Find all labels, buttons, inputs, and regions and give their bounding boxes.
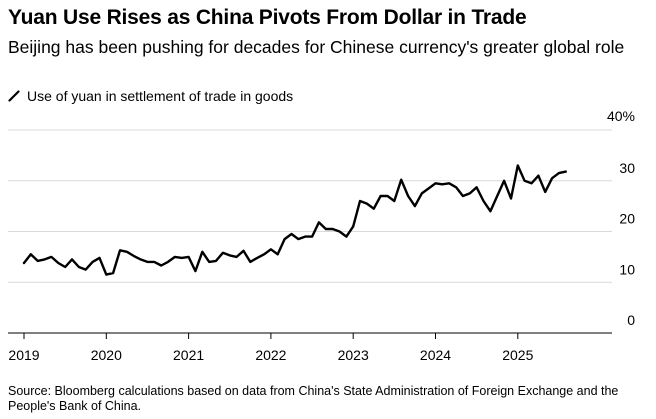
- chart-title: Yuan Use Rises as China Pivots From Doll…: [8, 6, 527, 29]
- x-tick-label: 2023: [338, 347, 369, 363]
- source-note: Source: Bloomberg calculations based on …: [8, 384, 619, 413]
- x-tick-label: 2022: [255, 347, 286, 363]
- legend: Use of yuan in settlement of trade in go…: [8, 88, 293, 104]
- x-tick-label: 2020: [91, 347, 122, 363]
- y-tick-label: 20: [619, 211, 635, 227]
- y-tick-label: 10: [619, 261, 635, 277]
- series-line: [22, 164, 567, 276]
- y-tick-label: 40%: [607, 108, 635, 124]
- line-chart: 0 10 20 30 40% 2019 2020 2021 2022 2023 2024 2025: [8, 108, 635, 363]
- legend-label: Use of yuan in settlement of trade in go…: [27, 88, 294, 104]
- x-tick-label: 2025: [502, 347, 533, 363]
- x-tick-label: 2019: [8, 347, 39, 363]
- chart-subtitle: Beijing has been pushing for decades for…: [8, 37, 625, 57]
- y-tick-label: 0: [627, 312, 635, 328]
- x-tick-label: 2024: [420, 347, 451, 363]
- y-tick-label: 30: [619, 160, 635, 176]
- x-tick-label: 2021: [173, 347, 204, 363]
- line-legend-icon: [8, 90, 20, 102]
